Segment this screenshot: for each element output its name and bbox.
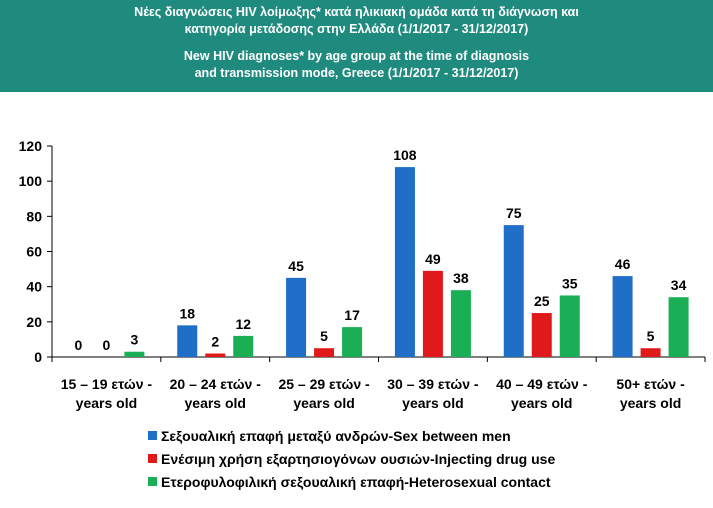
- data-label: 17: [344, 307, 360, 323]
- title-greek-line-1: Νέες διαγνώσεις HIV λοίμωξης* κατά ηλικι…: [134, 5, 579, 19]
- x-tick-label: years old: [620, 395, 681, 411]
- bar: [612, 276, 633, 357]
- chart-header: Νέες διαγνώσεις HIV λοίμωξης* κατά ηλικι…: [0, 0, 713, 92]
- bar: [531, 313, 552, 357]
- x-tick-label: 20 – 24 ετών -: [170, 376, 262, 392]
- title-english-line-2: and transmission mode, Greece (1/1/2017 …: [194, 66, 519, 80]
- data-label: 5: [320, 328, 328, 344]
- data-label: 49: [425, 251, 441, 267]
- data-label: 5: [647, 328, 655, 344]
- x-tick-label: 30 – 39 ετών -: [387, 376, 479, 392]
- title-english-line-1: New HIV diagnoses* by age group at the t…: [183, 49, 530, 63]
- data-label: 12: [235, 316, 251, 332]
- y-tick-label: 40: [26, 279, 42, 295]
- y-tick-label: 0: [34, 349, 42, 365]
- legend-item: Σεξουαλική επαφή μεταξύ ανδρών-Sex betwe…: [148, 424, 555, 447]
- title-greek: Νέες διαγνώσεις HIV λοίμωξης* κατά ηλικι…: [0, 4, 713, 38]
- x-tick-label: years old: [293, 395, 354, 411]
- legend-item: Ετεροφυλοφιλική σεξουαλική επαφή-Heteros…: [148, 470, 555, 493]
- data-label: 34: [671, 277, 687, 293]
- title-english: New HIV diagnoses* by age group at the t…: [0, 48, 713, 82]
- y-tick-label: 60: [26, 244, 42, 260]
- bar: [233, 335, 254, 357]
- chart-legend: Σεξουαλική επαφή μεταξύ ανδρών-Sex betwe…: [148, 424, 555, 493]
- bar: [124, 351, 145, 357]
- bar: [286, 277, 307, 357]
- data-label: 0: [103, 337, 111, 353]
- x-tick-label: 15 – 19 ετών -: [61, 376, 153, 392]
- legend-swatch: [148, 431, 157, 440]
- bar: [177, 325, 198, 357]
- bar: [205, 353, 226, 357]
- bar: [342, 327, 363, 357]
- legend-swatch: [148, 454, 157, 463]
- data-label: 38: [453, 270, 469, 286]
- bar: [559, 295, 580, 357]
- y-tick-label: 20: [26, 314, 42, 330]
- x-tick-label: years old: [185, 395, 246, 411]
- bar: [503, 225, 524, 357]
- x-tick-label: 40 – 49 ετών -: [496, 376, 588, 392]
- x-tick-label: 50+ ετών -: [616, 376, 685, 392]
- legend-label: Ενέσιμη χρήση εξαρτησιογόνων ουσιών-Inje…: [161, 450, 556, 467]
- data-label: 2: [211, 333, 219, 349]
- y-tick-label: 100: [19, 173, 43, 189]
- y-tick-label: 80: [26, 208, 42, 224]
- bar: [640, 348, 661, 357]
- data-label: 75: [506, 205, 522, 221]
- x-tick-label: years old: [511, 395, 572, 411]
- data-label: 18: [179, 305, 195, 321]
- data-label: 35: [562, 275, 578, 291]
- data-label: 108: [393, 147, 417, 163]
- data-label: 3: [131, 332, 139, 348]
- title-greek-line-2: κατηγορία μετάδοσης στην Ελλάδα (1/1/201…: [184, 22, 529, 36]
- bar-chart: 0 20 40 60 80 100 120 0 0 3 15 – 19 ετών - years ol…: [19, 138, 706, 411]
- legend-label: Ετεροφυλοφιλική σεξουαλική επαφή-Heteros…: [161, 473, 551, 490]
- bar: [422, 270, 443, 357]
- legend-label: Σεξουαλική επαφή μεταξύ ανδρών-Sex betwe…: [161, 427, 511, 444]
- data-label: 0: [75, 337, 83, 353]
- data-label: 46: [615, 256, 631, 272]
- bar: [668, 297, 689, 357]
- bar: [314, 348, 335, 357]
- data-label: 25: [534, 293, 550, 309]
- legend-swatch: [148, 477, 157, 486]
- y-tick-label: 120: [19, 138, 43, 154]
- bar: [394, 167, 415, 357]
- x-tick-label: years old: [76, 395, 137, 411]
- x-tick-label: 25 – 29 ετών -: [278, 376, 370, 392]
- data-label: 45: [288, 258, 304, 274]
- x-tick-label: years old: [402, 395, 463, 411]
- bar: [450, 290, 471, 357]
- legend-item: Ενέσιμη χρήση εξαρτησιογόνων ουσιών-Inje…: [148, 447, 555, 470]
